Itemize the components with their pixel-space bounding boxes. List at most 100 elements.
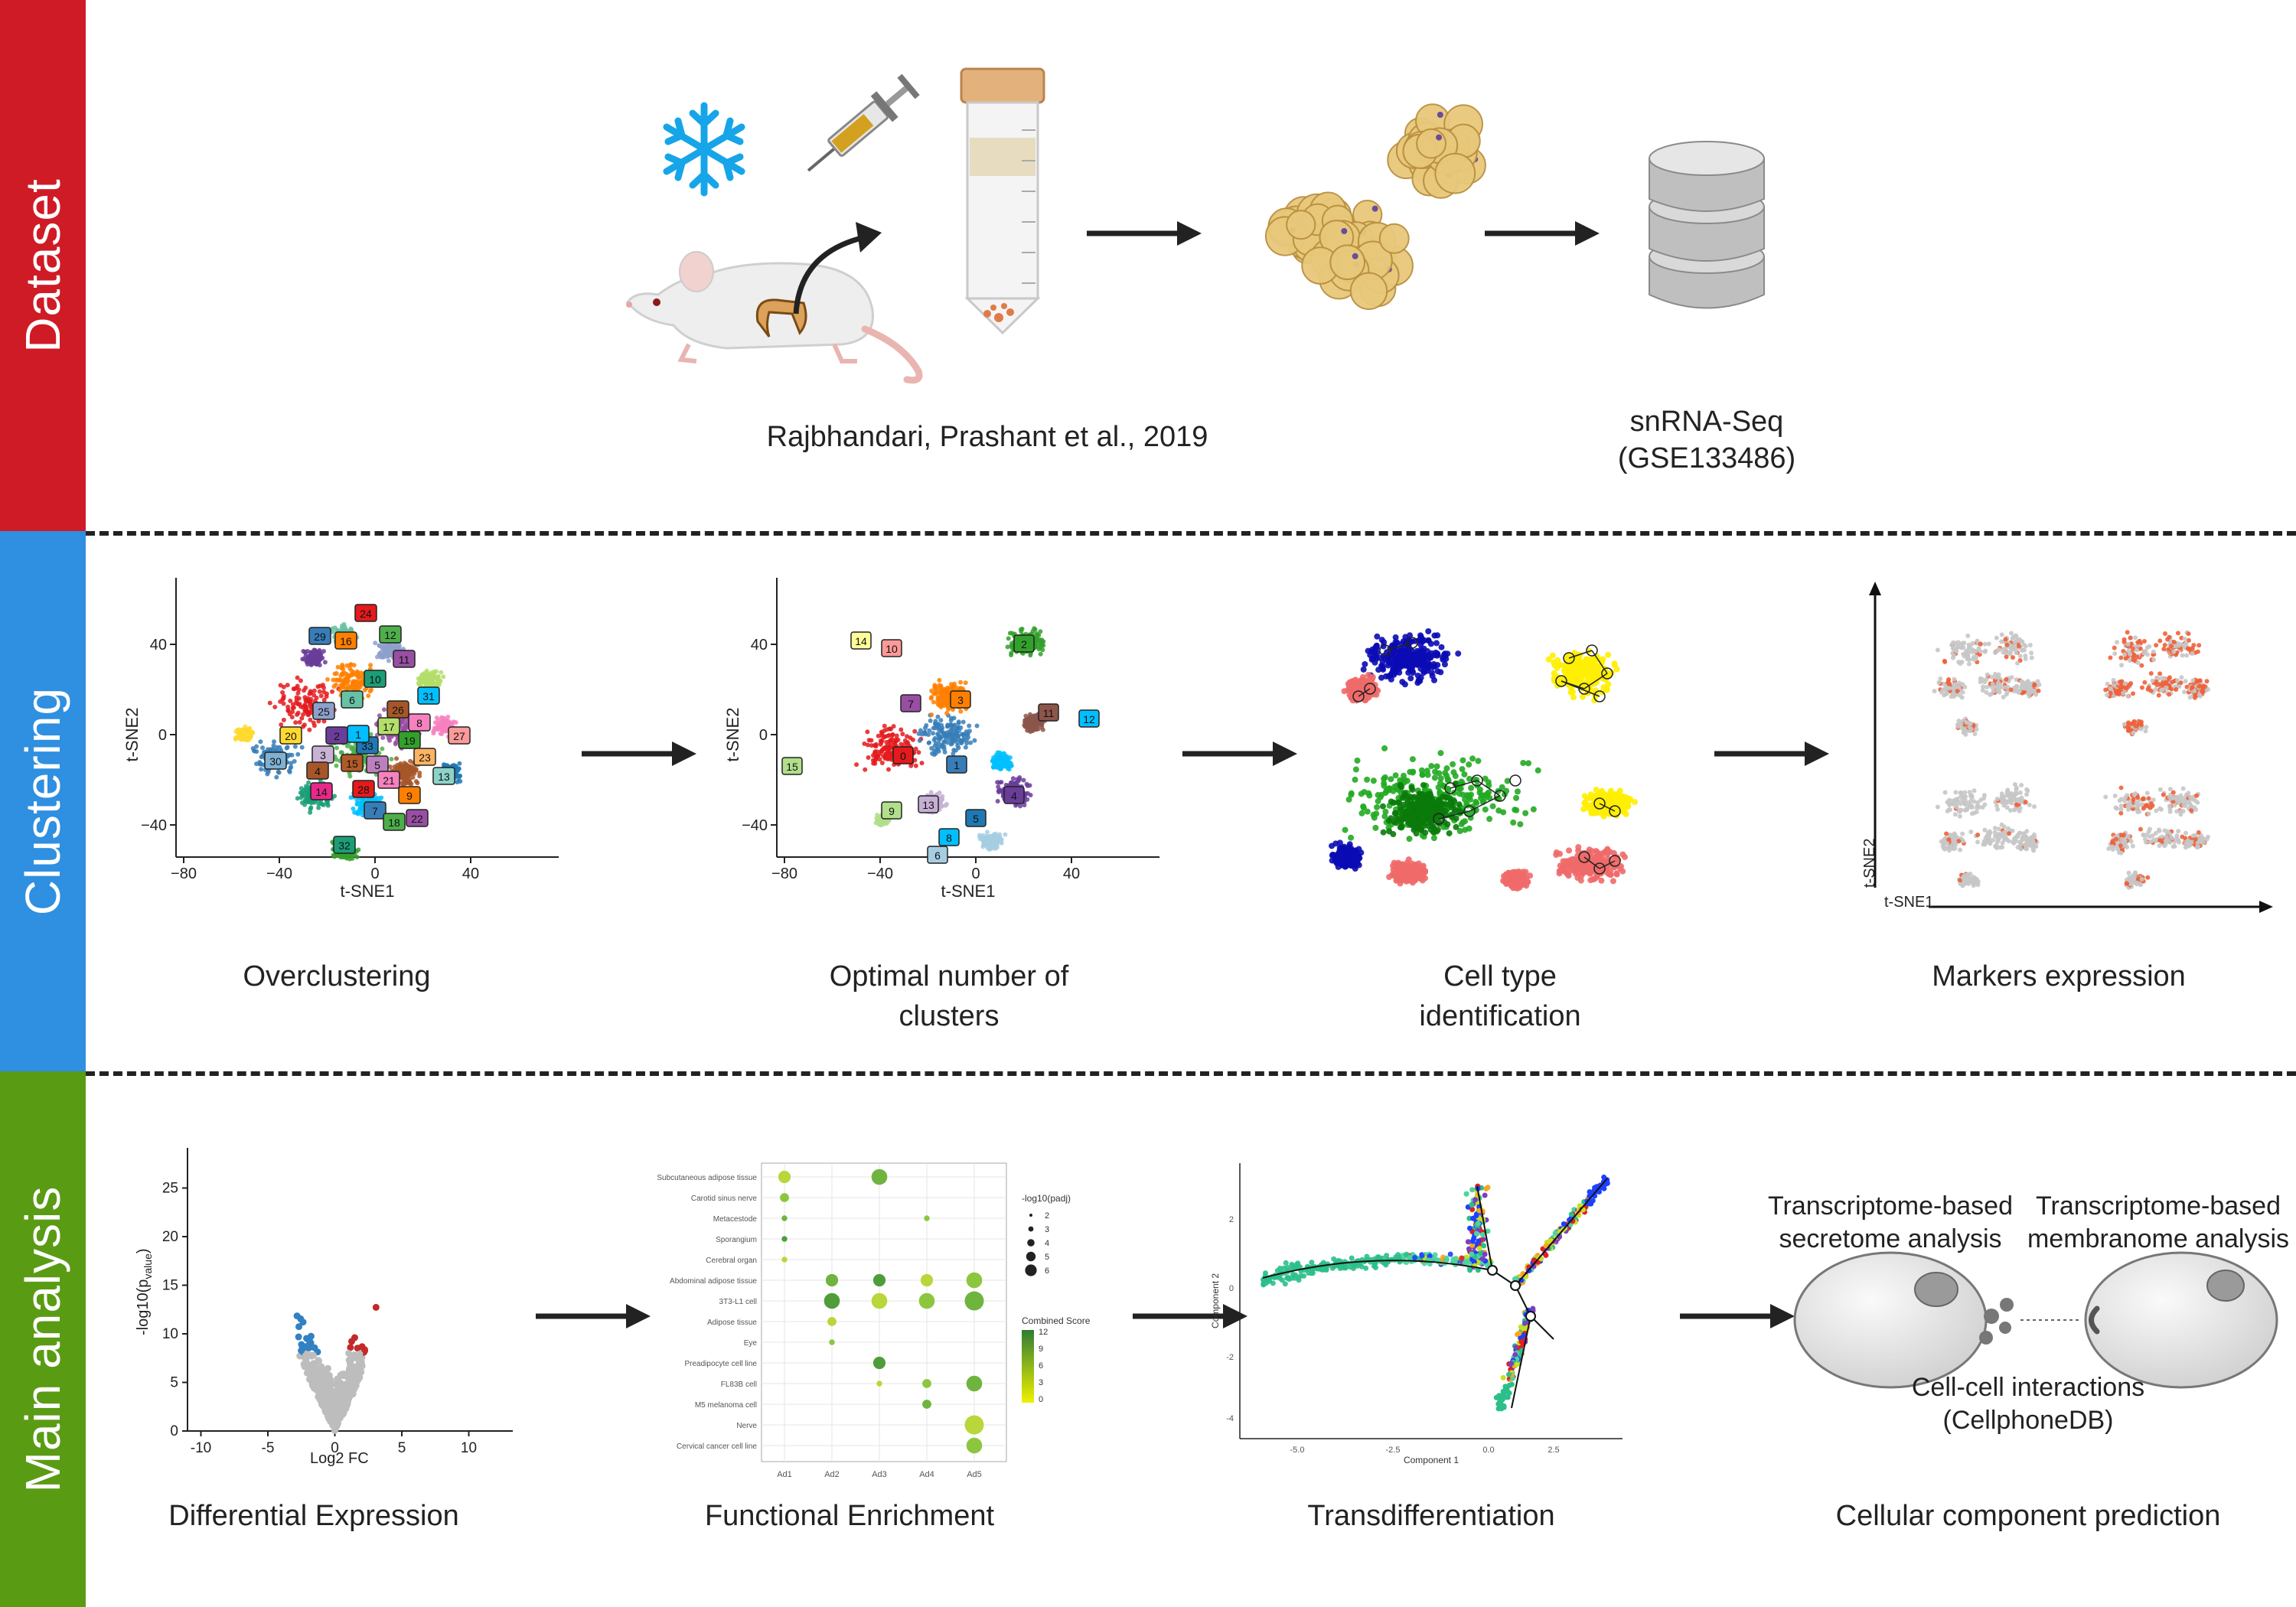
optimal-point [999,780,1004,785]
optimal-point [941,687,946,693]
celltype-point [1403,808,1410,815]
overclust-label: 11 [399,654,410,666]
optimal-point [951,751,956,756]
optimal-point [948,682,954,687]
overclust-point [392,644,397,649]
optimal-point [1021,777,1026,783]
overclust-label: 20 [285,730,297,742]
overclust-point [281,701,286,706]
overclust-point [335,853,341,859]
optimal-point [865,729,870,735]
overclust-point [344,675,349,680]
optimal-point [899,742,904,747]
optimal-label: 10 [885,643,898,655]
celltype-point [1462,796,1469,803]
optimal-point [983,841,989,846]
optimal-point [878,742,883,747]
celltype-point [1364,776,1371,783]
overclust-point [355,670,360,676]
optimal-point [1034,715,1039,720]
dataset-band: Dataset [0,0,86,531]
optimal-x-tick-label: 0 [971,865,980,882]
overclust-point [334,745,339,751]
celltype-point [1370,777,1377,784]
overclust-label-box [383,813,406,831]
celltype-point [1441,819,1448,826]
celltype-point [1401,815,1407,822]
celltype-point [1419,771,1426,778]
optimal-point [913,763,918,768]
optimal-point [952,731,957,736]
optimal-label-box [850,631,872,650]
overclust-label-box [432,767,455,785]
celltype-point [1411,811,1418,818]
optimal-label: 12 [1083,713,1095,725]
optimal-point [1010,782,1016,787]
overclust-point [244,733,249,738]
celltype-point [1391,819,1397,826]
celltype-point [1362,660,1368,667]
overclust-point [406,774,411,779]
overclust-label: 9 [406,790,413,802]
arrow-1 [1087,221,1202,246]
celltype-point [1381,774,1388,781]
celltype-point [1466,825,1473,832]
celltype-point [1591,697,1598,704]
celltype-point [1379,803,1386,810]
overclust-label: 30 [269,755,282,768]
overclust-point [403,781,408,786]
celltype-point [1411,826,1417,833]
dataset-band-label: Dataset [15,178,70,353]
optimal-point [926,732,931,737]
optimal-point [1038,651,1043,657]
celltype-point [1466,761,1473,768]
celltype-point [1486,816,1493,823]
optimal-point [945,724,951,729]
optimal-point [1019,629,1024,634]
celltype-point [1396,654,1403,660]
overclust-point [295,751,301,757]
celltype-point [1583,662,1590,669]
overclust-point [311,720,316,725]
optimal-point [931,699,936,705]
overclust-point [403,723,409,729]
overclust-label: 13 [438,771,450,783]
celltype-point [1410,768,1417,775]
overclust-label-box [417,686,440,705]
overclust-point [260,745,266,751]
overclust-point [408,758,413,764]
celltype-point [1341,688,1348,695]
overclust-point [306,780,311,785]
optimal-point [1001,753,1006,758]
optimal-label-box [900,694,921,712]
overclust-point [389,757,394,762]
celltype-point [1366,792,1373,799]
overclust-point [292,744,298,749]
optimal-point [1009,643,1014,648]
overclust-point [244,736,249,742]
overclust-label: 17 [383,721,395,733]
optimal-point [938,729,944,734]
overclust-point [432,727,437,732]
overclust-point [325,676,331,682]
celltype-point [1380,666,1387,673]
optimal-point [944,711,950,716]
optimal-point [964,729,969,735]
overclust-point [295,796,300,801]
overclust-point [397,763,403,768]
optimal-point [926,740,931,745]
celltype-point [1437,780,1444,787]
celltype-point [1443,765,1450,772]
overclust-point [417,774,422,779]
overclust-point [356,674,361,680]
celltype-point [1409,794,1416,801]
adipocyte [1434,152,1476,194]
overclust-label: 1 [355,729,361,741]
celltype-point [1369,646,1376,653]
celltype-point [1348,834,1355,841]
optimal-point [945,698,951,703]
overclust-point [416,682,422,687]
overclust-label: 21 [383,774,395,787]
overclust-point [308,650,314,656]
overclust-point [321,689,327,695]
